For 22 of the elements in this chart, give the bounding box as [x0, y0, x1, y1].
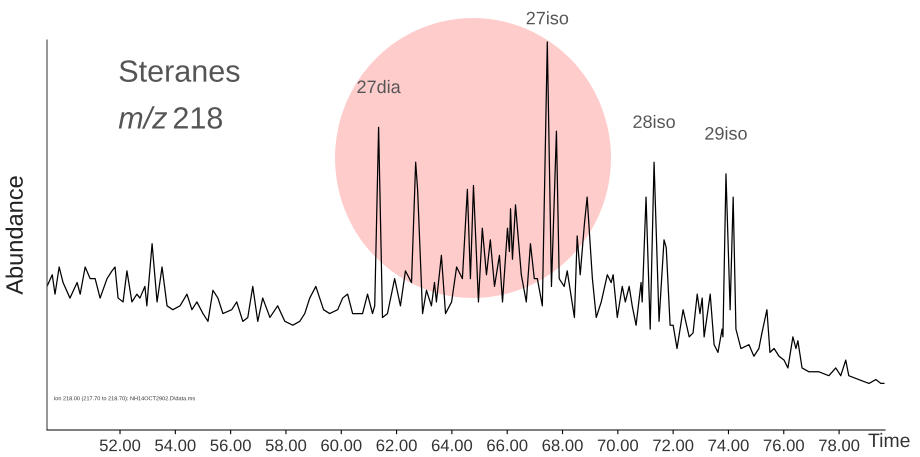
- text: m/z 218: [118, 106, 222, 129]
- annotation: 27iso: [526, 11, 568, 24]
- x-tick-label: 76.00: [764, 439, 804, 452]
- x-tick-label: 56.00: [210, 439, 251, 452]
- x-tick-label: 62.00: [376, 439, 417, 452]
- annotation: 28iso: [633, 114, 675, 128]
- x-tick-label: 54.00: [155, 439, 196, 452]
- x-tick-label: 74.00: [708, 439, 749, 452]
- x-tick-label: 60.00: [321, 439, 362, 452]
- x-axis-title: Time: [868, 432, 910, 448]
- x-tick-label: 70.00: [598, 439, 638, 452]
- x-tick-label: 72.00: [653, 439, 694, 452]
- x-tick-label: 64.00: [432, 439, 472, 452]
- x-tick-label: 68.00: [542, 439, 583, 452]
- x-tick-label: 58.00: [266, 439, 306, 452]
- annotation: 29iso: [705, 126, 747, 140]
- x-tick-label: 52.00: [100, 439, 140, 452]
- annotation: 27dia: [357, 80, 401, 94]
- chart-title: Steranes: [120, 60, 240, 82]
- y-axis-title: Abundance: [6, 176, 23, 295]
- x-tick-label: 78.00: [819, 439, 860, 452]
- x-tick-label: 66.00: [487, 439, 528, 452]
